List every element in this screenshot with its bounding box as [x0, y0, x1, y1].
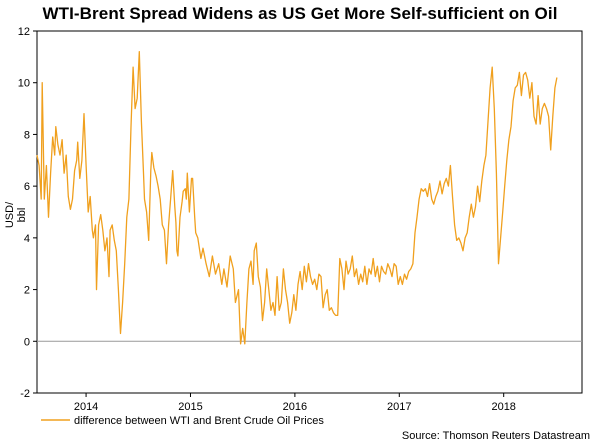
x-tick-label: 2014 [74, 401, 98, 413]
series-line [36, 51, 558, 345]
plot-area-frame [36, 30, 583, 394]
y-tick-label: -2 [20, 388, 30, 400]
x-tick-label: 2018 [491, 401, 515, 413]
legend-label: difference between WTI and Brent Crude O… [74, 415, 324, 427]
y-tick-label: 4 [24, 233, 30, 245]
source-note: Source: Thomson Reuters Datastream [401, 430, 590, 442]
y-tick-label: 0 [24, 336, 30, 348]
y-tick-label: 8 [24, 129, 30, 141]
x-tick-label: 2017 [387, 401, 411, 413]
y-tick-label: 6 [24, 181, 30, 193]
y-tick-label: 12 [18, 26, 30, 38]
y-tick-label: 10 [18, 78, 30, 90]
x-tick-label: 2015 [178, 401, 202, 413]
chart-title: WTI-Brent Spread Widens as US Get More S… [42, 4, 558, 23]
y-tick-label: 2 [24, 285, 30, 297]
x-tick-label: 2016 [283, 401, 307, 413]
